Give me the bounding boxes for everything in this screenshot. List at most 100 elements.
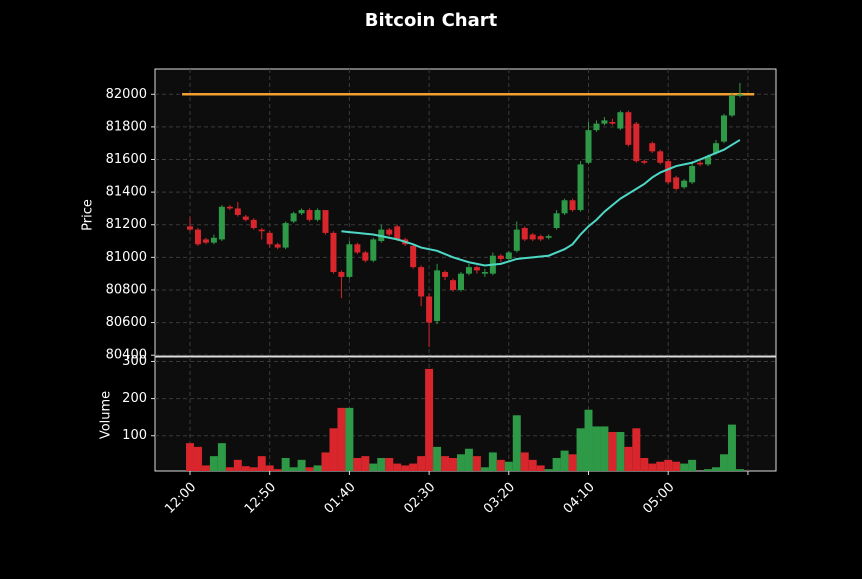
volume-bar — [656, 461, 665, 471]
volume-bar — [329, 428, 338, 471]
candle-body — [736, 94, 743, 96]
volume-bar — [496, 459, 505, 471]
candle-body — [290, 213, 297, 222]
candle-body — [187, 226, 193, 230]
volume-bar — [528, 459, 537, 471]
volume-bar — [576, 428, 585, 471]
volume-bar — [217, 443, 226, 471]
candle-body — [553, 213, 560, 228]
candle-body — [250, 219, 257, 228]
volume-bar — [584, 409, 593, 471]
volume-bar — [233, 459, 242, 471]
candle-body — [697, 162, 704, 165]
candle-body — [450, 280, 457, 290]
volume-bar — [712, 467, 721, 471]
candle-body — [681, 180, 688, 188]
candle-body — [657, 151, 664, 163]
volume-bar — [425, 368, 434, 471]
volume-axis-label: Volume — [99, 391, 114, 439]
volume-bar — [449, 458, 457, 471]
candle-body — [593, 123, 600, 131]
volume-bar — [241, 466, 250, 471]
candle-body — [234, 208, 241, 215]
candle-body — [625, 112, 632, 145]
candle-body — [434, 270, 441, 321]
y-tick-label: 81600 — [106, 152, 147, 167]
candle-body — [210, 237, 217, 243]
volume-bar — [249, 467, 258, 471]
candle-body — [473, 267, 480, 271]
candle-body — [529, 234, 536, 240]
price-panel — [154, 68, 777, 357]
volume-bar — [393, 463, 402, 471]
chart-title: Bitcoin Chart — [365, 10, 498, 31]
volume-bar — [704, 469, 713, 471]
volume-bar — [186, 443, 194, 471]
candle-body — [314, 210, 321, 220]
candle-body — [194, 229, 201, 245]
volume-bar — [727, 424, 736, 471]
y-tick-label: 100 — [122, 428, 147, 443]
volume-bar — [512, 415, 521, 471]
candle-body — [354, 244, 361, 253]
volume-bar — [456, 454, 465, 471]
candle-body — [649, 143, 656, 152]
volume-bar — [544, 469, 553, 471]
candle-body — [673, 177, 680, 189]
candle-body — [218, 206, 225, 240]
candle-body — [505, 252, 512, 259]
volume-bar — [201, 465, 210, 471]
volume-bar — [321, 452, 330, 471]
candle-body — [537, 236, 544, 240]
candle-body — [561, 200, 568, 214]
candle-body — [497, 255, 504, 259]
candle-body — [394, 226, 401, 240]
volume-bar — [377, 458, 386, 471]
volume-bar — [624, 446, 633, 471]
candle-body — [481, 272, 488, 274]
y-tick-label: 80800 — [106, 282, 147, 297]
candle-body — [306, 210, 313, 220]
candle-body — [274, 244, 281, 248]
volume-bar — [289, 467, 298, 471]
volume-bar — [648, 463, 657, 471]
y-tick-label: 80400 — [106, 348, 147, 363]
candle-body — [513, 229, 520, 251]
volume-bar — [417, 456, 426, 471]
volume-bar — [337, 407, 346, 471]
volume-bar — [409, 463, 418, 471]
volume-bar — [680, 463, 689, 471]
volume-bar — [297, 459, 306, 471]
candle-body — [521, 227, 528, 240]
candle-body — [705, 156, 712, 165]
candle-body — [386, 229, 393, 235]
candle-body — [713, 143, 720, 153]
candle-body — [601, 120, 608, 124]
y-axis-label: Price — [81, 199, 96, 231]
volume-bar — [281, 458, 290, 471]
candle-body — [226, 206, 233, 209]
moving-average-line — [341, 139, 741, 267]
candle-body — [585, 130, 592, 163]
y-tick-label: 81200 — [106, 217, 147, 232]
volume-bar — [265, 465, 274, 471]
volume-bar — [361, 456, 370, 471]
volume-bar — [735, 469, 744, 471]
candle-body — [641, 161, 648, 163]
volume-bar — [536, 465, 545, 471]
volume-bar — [313, 465, 322, 471]
volume-bar — [616, 432, 625, 471]
volume-bar — [688, 459, 697, 471]
volume-bar — [664, 459, 673, 471]
candle-body — [330, 232, 337, 273]
volume-bar — [193, 446, 202, 471]
candle-body — [633, 123, 640, 162]
volume-bar — [345, 407, 354, 471]
y-tick-label: 200 — [122, 391, 147, 406]
candle-body — [545, 236, 552, 238]
volume-bar — [520, 452, 529, 471]
candle-body — [617, 112, 624, 129]
volume-bar — [353, 458, 362, 471]
candle-body — [202, 239, 209, 243]
